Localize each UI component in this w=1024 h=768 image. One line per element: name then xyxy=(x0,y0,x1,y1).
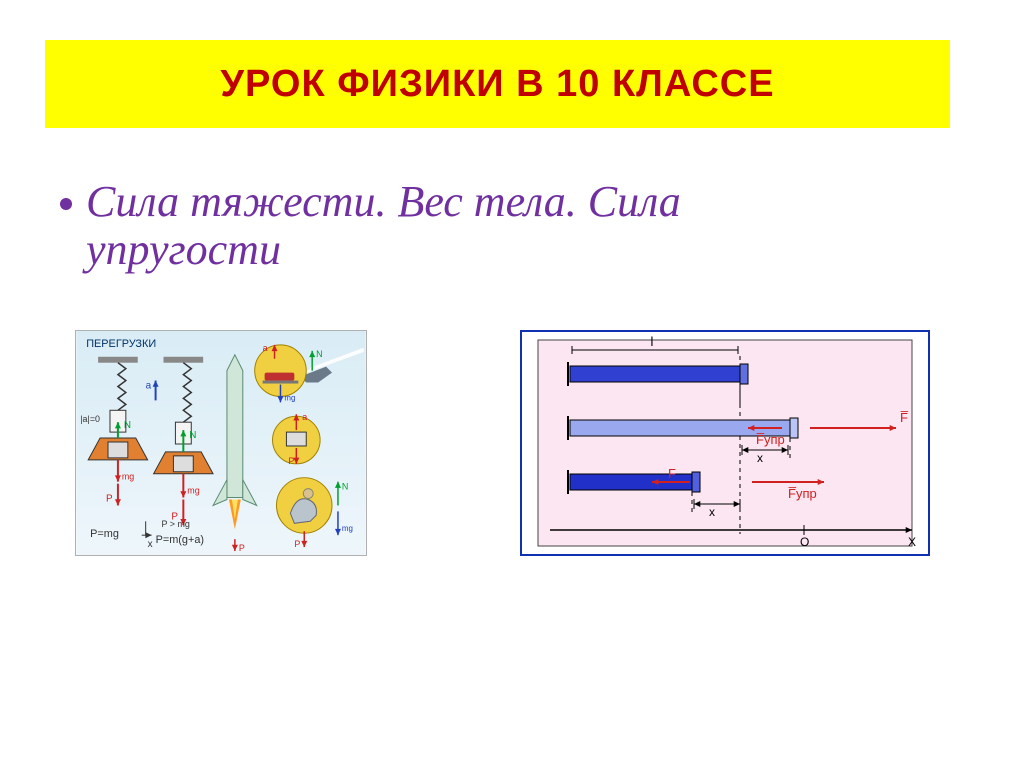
svg-text:N: N xyxy=(316,349,322,359)
subtitle-text: Сила тяжести. Вес тела. Сила упругости xyxy=(86,178,681,275)
svg-text:N: N xyxy=(189,430,196,441)
svg-text:|a|=0: |a|=0 xyxy=(80,414,100,424)
slide-title: УРОК ФИЗИКИ В 10 КЛАССЕ xyxy=(220,63,774,106)
left-overload-illustration: ПЕРЕГРУЗКИ Nmg P |a|=0 P=mg Na mg P P > mg P=m(g+… xyxy=(75,330,367,556)
subtitle-line1: Сила тяжести. Вес тела. Сила xyxy=(86,177,681,226)
svg-text:N: N xyxy=(124,420,131,431)
svg-text:mg: mg xyxy=(122,472,134,482)
svg-text:x: x xyxy=(148,539,153,550)
title-banner: УРОК ФИЗИКИ В 10 КЛАССЕ xyxy=(45,40,950,128)
svg-text:P: P xyxy=(239,543,245,553)
spring-svg: l F̅упр F̅ F F̅упр x x O X xyxy=(520,330,930,556)
svg-text:a: a xyxy=(146,380,152,391)
spring-elongation-diagram: l F̅упр F̅ F F̅упр x x O X xyxy=(520,330,930,556)
svg-text:X: X xyxy=(908,535,916,549)
svg-text:mg: mg xyxy=(284,393,295,402)
svg-text:a: a xyxy=(263,343,268,353)
svg-text:mg: mg xyxy=(342,524,353,533)
svg-text:P: P xyxy=(106,493,113,504)
svg-text:ПЕРЕГРУЗКИ: ПЕРЕГРУЗКИ xyxy=(86,338,156,350)
svg-text:P=mg: P=mg xyxy=(90,528,119,540)
subtitle-line2: упругости xyxy=(86,225,281,274)
svg-text:F̅упр: F̅упр xyxy=(756,432,785,447)
svg-text:P=m(g+a): P=m(g+a) xyxy=(156,534,204,546)
svg-text:F̅: F̅ xyxy=(900,410,908,425)
subtitle-row: Сила тяжести. Вес тела. Сила упругости xyxy=(60,178,960,275)
svg-text:N: N xyxy=(342,482,348,492)
svg-text:P: P xyxy=(294,539,300,549)
svg-text:x: x xyxy=(757,451,763,465)
slide: УРОК ФИЗИКИ В 10 КЛАССЕ Сила тяжести. Ве… xyxy=(0,0,1024,768)
svg-text:F̅упр: F̅упр xyxy=(788,486,817,501)
bullet-icon xyxy=(60,198,72,210)
overload-svg: ПЕРЕГРУЗКИ Nmg P |a|=0 P=mg Na mg P P > mg P=m(g+… xyxy=(76,331,366,555)
svg-text:F: F xyxy=(668,466,676,481)
svg-text:a: a xyxy=(302,412,307,422)
svg-text:mg: mg xyxy=(187,486,199,496)
svg-text:l: l xyxy=(651,334,654,349)
svg-text:P: P xyxy=(288,456,294,466)
svg-text:x: x xyxy=(709,505,715,519)
svg-text:P > mg: P > mg xyxy=(162,519,190,529)
svg-text:O: O xyxy=(800,535,809,549)
